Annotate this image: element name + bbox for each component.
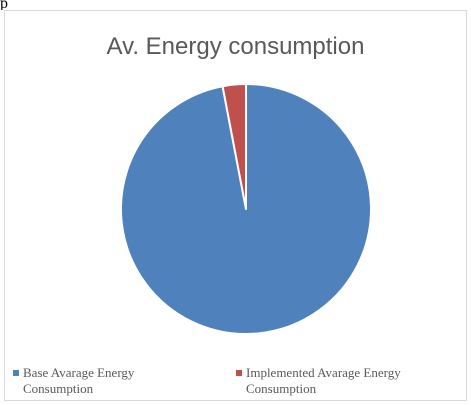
legend-item-base-energy: Base Avarage Energy Consumption	[13, 365, 193, 397]
chart-title: Av. Energy consumption	[106, 33, 365, 60]
legend-swatch-base-energy	[13, 370, 19, 376]
legend-label-line: Consumption	[23, 381, 94, 396]
chart-legend: Base Avarage Energy Consumption Implemen…	[13, 365, 468, 403]
legend-label-line: Consumption	[246, 381, 317, 396]
legend-swatch-implemented-energy	[236, 370, 242, 376]
legend-label-implemented-energy: Implemented Avarage Energy Consumption	[246, 365, 401, 397]
page-text-fragment: p	[0, 0, 8, 10]
pie-chart-container: Av. Energy consumption Base Avarage Ener…	[4, 10, 467, 401]
legend-item-implemented-energy: Implemented Avarage Energy Consumption	[236, 365, 471, 397]
legend-label-line: Base Avarage Energy	[23, 365, 135, 380]
legend-label-line: Implemented Avarage Energy	[246, 365, 401, 380]
pie-slice-implemented-energy	[221, 83, 247, 210]
pie-chart-svg	[120, 83, 372, 335]
legend-label-base-energy: Base Avarage Energy Consumption	[23, 365, 134, 397]
